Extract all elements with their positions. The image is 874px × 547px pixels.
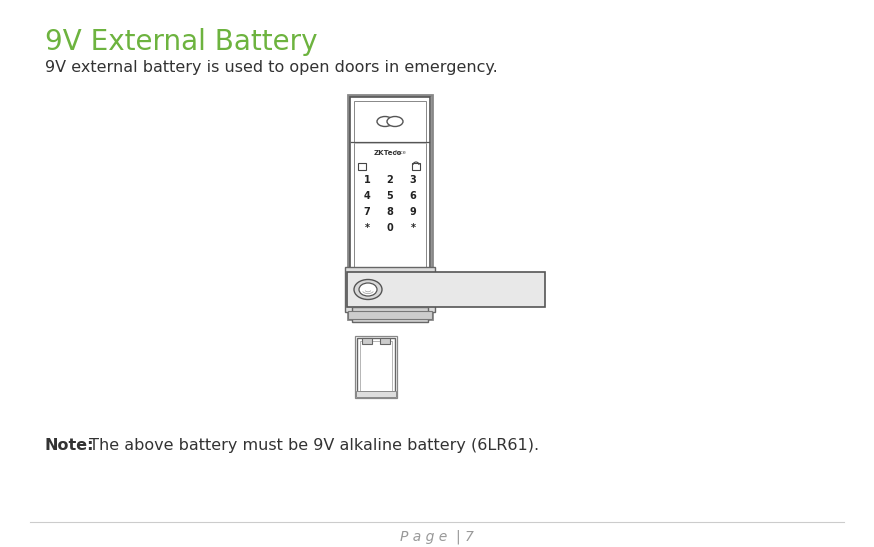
Bar — [380, 338, 390, 344]
Bar — [348, 311, 432, 319]
Text: 0: 0 — [386, 223, 393, 233]
Text: 3: 3 — [410, 175, 416, 185]
Bar — [412, 163, 420, 170]
Text: 7: 7 — [364, 207, 371, 217]
Bar — [358, 163, 366, 170]
Ellipse shape — [354, 280, 382, 300]
Bar — [356, 391, 396, 397]
Text: 9: 9 — [410, 207, 416, 217]
Bar — [354, 101, 426, 313]
Bar — [350, 97, 430, 317]
Text: 9V External Battery: 9V External Battery — [45, 28, 317, 56]
Ellipse shape — [387, 117, 403, 126]
Text: 6: 6 — [410, 191, 416, 201]
Text: 2: 2 — [386, 175, 393, 185]
Bar — [345, 267, 435, 312]
Text: *: * — [364, 223, 370, 233]
Bar — [355, 336, 397, 398]
Text: 5: 5 — [386, 191, 393, 201]
Text: ZKTeco: ZKTeco — [374, 150, 402, 156]
Text: 1: 1 — [364, 175, 371, 185]
Ellipse shape — [359, 283, 377, 296]
Text: 8: 8 — [386, 207, 393, 217]
Ellipse shape — [377, 117, 393, 126]
Bar — [360, 341, 392, 393]
Text: Note:: Note: — [45, 438, 94, 453]
Text: 4: 4 — [364, 191, 371, 201]
Text: 9V external battery is used to open doors in emergency.: 9V external battery is used to open door… — [45, 60, 498, 75]
Text: The above battery must be 9V alkaline battery (6LR61).: The above battery must be 9V alkaline ba… — [84, 438, 539, 453]
Bar — [362, 338, 372, 344]
Text: *: * — [411, 223, 415, 233]
Text: P a g e  | 7: P a g e | 7 — [400, 530, 474, 544]
Bar — [352, 307, 428, 322]
Bar — [348, 95, 432, 319]
Text: iface: iface — [394, 150, 406, 155]
Bar — [347, 272, 545, 307]
Bar — [357, 338, 395, 396]
